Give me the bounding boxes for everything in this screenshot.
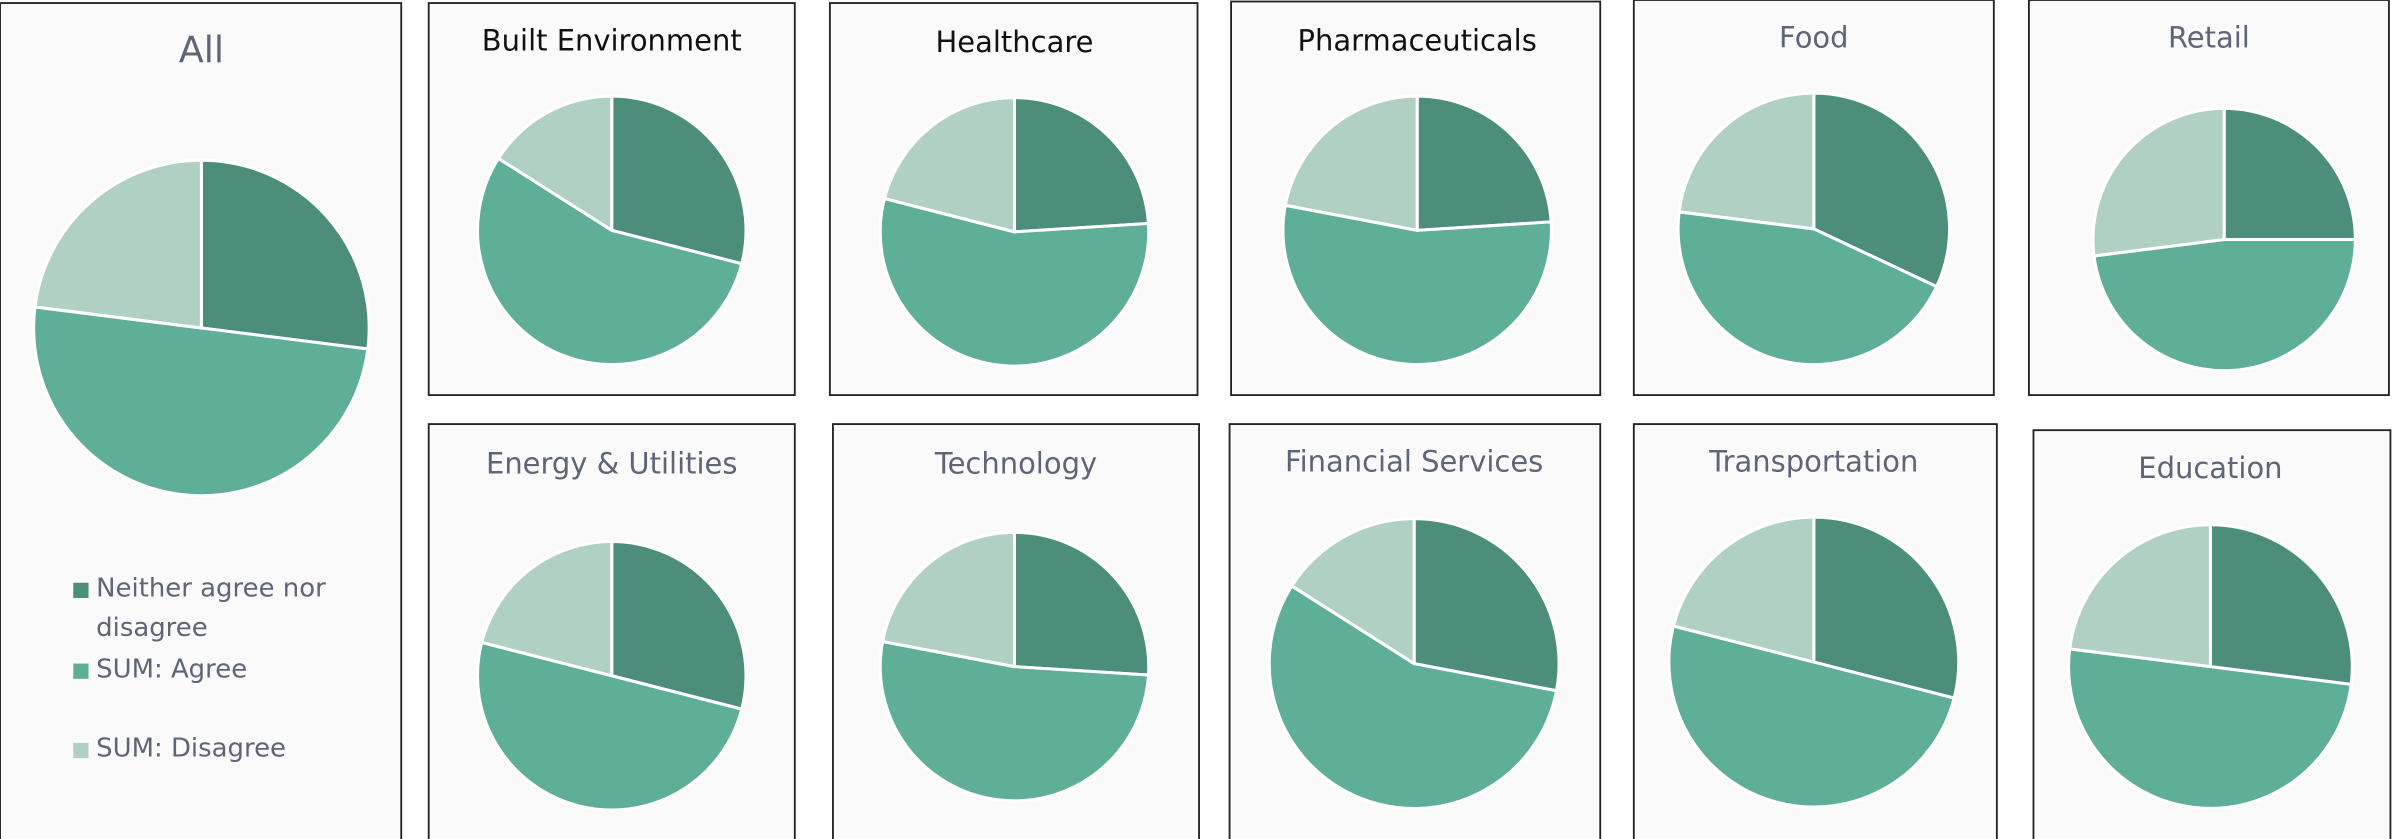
pie-slice (1281, 203, 1553, 367)
pie-slice (1415, 94, 1553, 232)
pie-slice (878, 196, 1151, 368)
pie-slice (480, 540, 614, 678)
legend-item: SUM: Agree (96, 654, 248, 685)
chart-title: All (179, 28, 224, 71)
chart-title: Healthcare (936, 25, 1094, 59)
chart-title: Retail (2168, 21, 2250, 55)
pie-slice (1676, 210, 1939, 367)
chart-title: Transportation (1708, 445, 1918, 479)
pie-slice (1677, 91, 1816, 231)
legend-label: SUM: Disagree (96, 733, 286, 765)
pie-slice (2067, 647, 2353, 810)
legend-label: SUM: Agree (96, 654, 248, 685)
pie-slice (475, 156, 744, 367)
pie-slice (1283, 94, 1419, 232)
pie-slice (2208, 523, 2354, 686)
legend-swatch (73, 582, 89, 598)
pie-slice (1812, 91, 1952, 289)
legend-label: Neither agree nor disagree (96, 573, 326, 644)
chart-title: Energy & Utilities (486, 446, 737, 480)
legend-swatch (73, 742, 89, 759)
pie-slice (881, 530, 1016, 669)
chart-title: Financial Services (1285, 445, 1543, 479)
chart-title: Food (1779, 21, 1848, 55)
pie-slice (33, 158, 203, 330)
pie-slice (1267, 584, 1559, 811)
chart-title: Education (2138, 451, 2282, 485)
chart-title: Technology (934, 446, 1097, 480)
legend-item: Neither agree nor disagree (96, 573, 326, 644)
pie-slice (1671, 515, 1816, 664)
pie-slice (882, 96, 1016, 234)
pie-slice (1012, 96, 1150, 234)
pie-slice (1812, 515, 1961, 700)
pie-slice (1290, 517, 1416, 666)
pie-slice (610, 94, 748, 266)
pie-slice (610, 540, 748, 711)
chart-title: Pharmaceuticals (1298, 24, 1537, 58)
legend-swatch (73, 663, 89, 679)
pie-slice (475, 640, 744, 812)
pie-slice (2068, 523, 2212, 669)
pie-slice (32, 305, 370, 498)
pie-slice (199, 158, 371, 351)
legend-item: SUM: Disagree (96, 733, 286, 765)
pie-slice (1667, 624, 1956, 809)
pie-slice (1012, 530, 1151, 677)
pie-slice (496, 94, 614, 232)
pie-slice (2091, 106, 2226, 258)
pie-slice (1412, 517, 1561, 693)
pie-slice (2092, 237, 2357, 373)
chart-title: Built Environment (482, 24, 742, 58)
pie-slice (878, 639, 1150, 803)
pie-slice (2222, 106, 2357, 242)
